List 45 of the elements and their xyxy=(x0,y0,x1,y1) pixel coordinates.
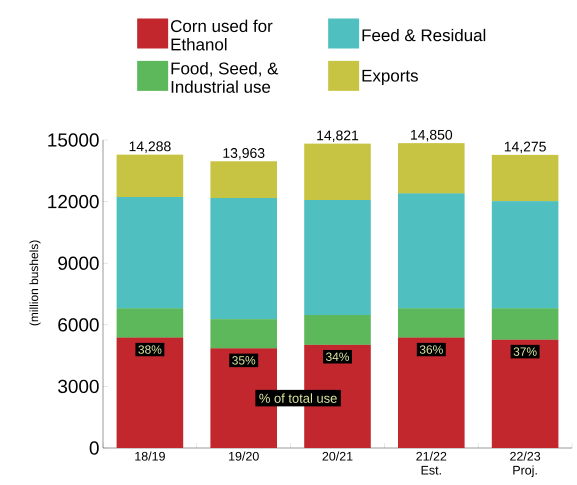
bar xyxy=(304,315,371,345)
y-tick-label: 12000 xyxy=(48,194,99,208)
bar xyxy=(210,161,277,198)
legend-label: Corn used for Ethanol xyxy=(171,20,272,50)
bar xyxy=(398,338,465,448)
y-tick-label: 9000 xyxy=(58,256,99,270)
annotation: 37% xyxy=(514,347,537,356)
bar xyxy=(398,193,465,308)
total-label: 14,850 xyxy=(411,130,452,142)
bar xyxy=(492,154,558,202)
bar xyxy=(492,308,558,340)
x-tick-label: 22/23 Proj. xyxy=(510,452,540,478)
bar xyxy=(304,144,371,200)
bar xyxy=(116,154,184,197)
legend-label: Food, Seed, & Industrial use xyxy=(172,62,278,93)
bar xyxy=(492,201,558,308)
legend-label: Feed & Residual xyxy=(362,28,486,42)
y-tick-label: 0 xyxy=(90,441,99,455)
x-tick-label: 18/19 xyxy=(135,452,165,461)
annotation: % of total use xyxy=(259,393,337,403)
annotation: 36% xyxy=(420,345,443,354)
bar xyxy=(492,340,558,448)
y-tick-label: 3000 xyxy=(58,380,99,394)
bar xyxy=(210,198,277,320)
bar xyxy=(398,308,465,338)
total-label: 13,963 xyxy=(223,148,264,160)
annotation: 38% xyxy=(138,345,162,354)
x-tick-label: 21/22 Est. xyxy=(416,452,446,475)
bar xyxy=(116,196,184,308)
total-label: 14,288 xyxy=(130,141,171,153)
x-tick-label: 20/21 xyxy=(322,452,352,461)
x-tick-label: 19/20 xyxy=(229,452,259,461)
y-tick-label: 6000 xyxy=(58,318,99,332)
bar xyxy=(210,319,277,348)
annotation: 35% xyxy=(232,356,256,365)
bar xyxy=(398,143,465,194)
total-label: 14,275 xyxy=(504,142,546,154)
y-tick-label: 15000 xyxy=(48,133,99,147)
bar xyxy=(116,308,184,338)
bar xyxy=(304,200,371,316)
y-axis-title: (million bushels) xyxy=(29,240,41,326)
annotation: 34% xyxy=(326,352,350,361)
bar xyxy=(116,338,184,448)
total-label: 14,821 xyxy=(317,130,358,142)
legend-label: Exports xyxy=(362,70,418,86)
